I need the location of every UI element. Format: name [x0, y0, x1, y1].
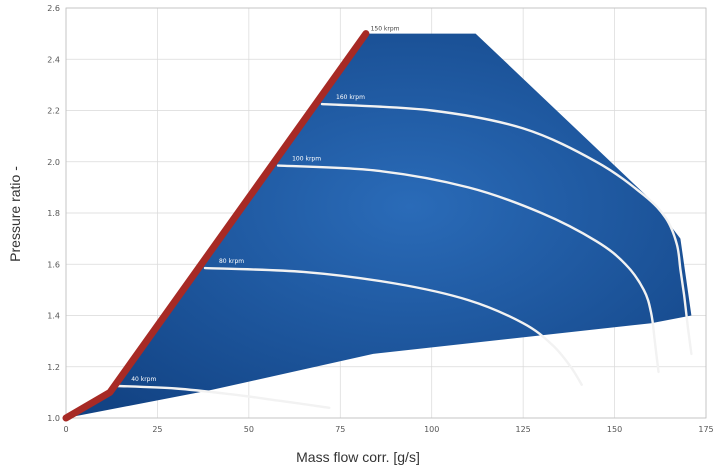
- x-tick-labels: 0 25 50 75 100 125 150 175: [63, 425, 713, 434]
- surge-line: [62, 30, 370, 422]
- x-tick-label: 100: [424, 425, 439, 434]
- y-axis-title: Pressure ratio -: [7, 166, 23, 262]
- y-tick-label: 1.0: [47, 414, 60, 423]
- speed-label: 100 krpm: [292, 156, 321, 163]
- x-axis-title: Mass flow corr. [g/s]: [296, 449, 420, 465]
- y-tick-labels: 1.0 1.2 1.4 1.6 1.8 2.0 2.2 2.4 2.6: [47, 4, 60, 423]
- speed-labels: 40 krpm 80 krpm 100 krpm 160 krpm 150 krpm: [131, 26, 399, 383]
- speed-label-top: 150 krpm: [371, 26, 400, 33]
- y-tick-label: 2.0: [47, 158, 60, 167]
- x-tick-label: 0: [63, 425, 68, 434]
- speed-label: 40 krpm: [131, 376, 156, 383]
- x-tick-label: 150: [607, 425, 622, 434]
- y-tick-label: 1.2: [47, 363, 60, 372]
- speed-line: [116, 384, 331, 409]
- speed-line: [276, 164, 660, 374]
- y-tick-label: 1.8: [47, 209, 60, 218]
- y-tick-label: 1.6: [47, 260, 60, 269]
- x-tick-label: 50: [244, 425, 254, 434]
- speed-label: 80 krpm: [219, 258, 244, 265]
- x-tick-label: 175: [698, 425, 713, 434]
- speed-label: 160 krpm: [336, 94, 365, 101]
- y-tick-label: 1.4: [47, 312, 60, 321]
- x-tick-label: 125: [516, 425, 531, 434]
- axes: [65, 7, 707, 419]
- map-area: [66, 33, 692, 418]
- speed-line: [203, 266, 583, 386]
- x-tick-label: 75: [335, 425, 345, 434]
- y-tick-label: 2.6: [47, 4, 60, 13]
- x-tick-label: 25: [152, 425, 162, 434]
- y-tick-label: 2.4: [47, 55, 60, 64]
- plot-frame: [65, 7, 707, 419]
- speed-line: [320, 102, 693, 356]
- speed-lines: [116, 102, 693, 409]
- y-tick-label: 2.2: [47, 107, 60, 116]
